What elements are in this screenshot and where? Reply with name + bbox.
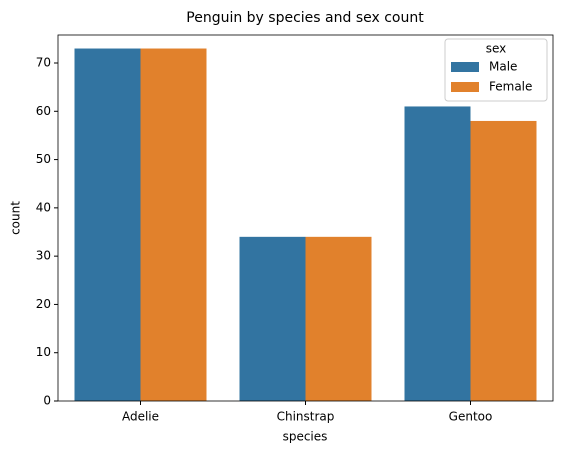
y-tick-label: 50 (36, 152, 51, 166)
y-tick-label: 30 (36, 249, 51, 263)
chart-title: Penguin by species and sex count (186, 10, 424, 26)
y-tick-label: 40 (36, 200, 51, 214)
y-tick-label: 0 (43, 394, 51, 408)
bar (239, 236, 306, 401)
bar (74, 48, 141, 402)
bar (140, 48, 207, 402)
legend-swatch (451, 62, 479, 72)
x-tick-label: Adelie (122, 410, 159, 424)
legend-label: Male (489, 60, 517, 74)
y-tick-label: 60 (36, 104, 51, 118)
legend-swatch (451, 82, 479, 92)
bar (470, 120, 537, 401)
y-tick-label: 10 (36, 345, 51, 359)
y-tick-label: 70 (36, 56, 51, 70)
y-tick-label: 20 (36, 297, 51, 311)
legend-label: Female (489, 80, 532, 94)
bar (404, 106, 471, 402)
x-axis-label: species (283, 430, 328, 444)
x-tick-label: Chinstrap (277, 410, 335, 424)
legend-title: sex (486, 42, 507, 56)
bar (305, 236, 372, 401)
y-axis-label: count (9, 201, 23, 235)
x-tick-label: Gentoo (449, 410, 493, 424)
axes-frame (57, 34, 554, 402)
